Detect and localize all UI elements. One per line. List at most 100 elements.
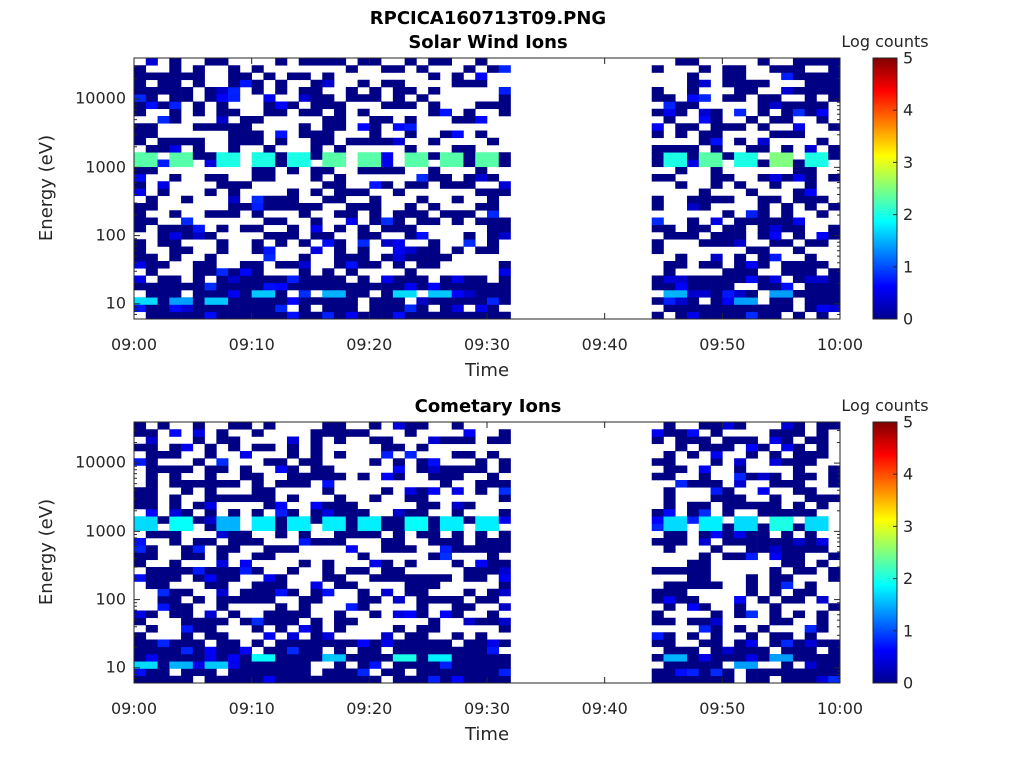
heatmap-cell	[298, 297, 311, 305]
heatmap-cell	[251, 304, 264, 313]
heatmap-cell	[157, 101, 170, 110]
heatmap-cell	[781, 646, 794, 655]
heatmap-cell	[663, 596, 676, 604]
heatmap-cell	[792, 174, 805, 182]
heatmap-cell	[322, 523, 335, 532]
heatmap-cell	[357, 275, 370, 284]
heatmap-cell	[781, 203, 794, 211]
heatmap-cell	[192, 567, 205, 575]
heatmap-cell	[487, 174, 500, 182]
heatmap-cell	[169, 232, 182, 240]
heatmap-cell	[781, 458, 794, 466]
heatmap-cell	[463, 429, 476, 437]
heatmap-cell	[745, 530, 758, 539]
heatmap-cell	[404, 545, 417, 553]
heatmap-cell	[145, 282, 158, 291]
heatmap-cell	[451, 668, 464, 677]
heatmap-cell	[734, 480, 747, 488]
heatmap-cell	[169, 567, 182, 575]
heatmap-cell	[710, 668, 723, 677]
heatmap-cell	[204, 472, 217, 481]
heatmap-cell	[169, 516, 182, 524]
heatmap-cell	[216, 632, 229, 640]
heatmap-cell	[722, 646, 735, 655]
heatmap-cell	[169, 224, 182, 233]
heatmap-cell	[392, 210, 405, 218]
heatmap-cell	[792, 58, 805, 66]
heatmap-cell	[345, 581, 358, 590]
heatmap-cell	[310, 596, 323, 604]
heatmap-cell	[428, 217, 441, 226]
heatmap-cell	[263, 275, 276, 284]
heatmap-cell	[428, 246, 441, 255]
heatmap-cell	[145, 290, 158, 298]
heatmap-cell	[698, 639, 711, 648]
heatmap-cell	[145, 480, 158, 488]
y-tick-label: 1000	[85, 158, 126, 177]
heatmap-cell	[381, 523, 394, 532]
heatmap-cell	[769, 290, 782, 298]
heatmap-cell	[263, 596, 276, 604]
heatmap-cell	[498, 217, 511, 226]
heatmap-cell	[416, 646, 429, 655]
heatmap-cell	[145, 261, 158, 269]
heatmap-cell	[216, 94, 229, 102]
heatmap-cell	[145, 668, 158, 677]
heatmap-cell	[404, 304, 417, 313]
heatmap-cell	[310, 188, 323, 197]
heatmap-cell	[463, 159, 476, 168]
heatmap-cell	[439, 181, 452, 189]
x-tick-label: 09:30	[464, 335, 510, 354]
heatmap-cell	[381, 79, 394, 88]
heatmap-cell	[145, 145, 158, 153]
heatmap-cell	[134, 545, 147, 553]
heatmap-cell	[239, 567, 252, 575]
heatmap-cell	[710, 282, 723, 291]
heatmap-cell	[781, 217, 794, 226]
heatmap-cell	[816, 152, 829, 160]
heatmap-cell	[828, 661, 841, 669]
heatmap-cell	[687, 195, 700, 204]
heatmap-cell	[239, 538, 252, 546]
heatmap-cell	[404, 654, 417, 662]
colorbar-label: Log counts	[841, 32, 928, 51]
colorbar-tick-label: 0	[903, 310, 913, 329]
heatmap-cell	[428, 297, 441, 305]
heatmap-cell	[651, 639, 664, 648]
heatmap-cell	[381, 282, 394, 291]
heatmap-cell	[757, 487, 770, 495]
heatmap-cell	[334, 108, 347, 117]
heatmap-cell	[334, 297, 347, 305]
heatmap-cell	[792, 224, 805, 233]
heatmap-cell	[498, 480, 511, 488]
cometary-ions-panel: Cometary Ions 09:00 09:10 09:20 09:30 09…	[36, 396, 929, 745]
heatmap-cell	[428, 152, 441, 160]
heatmap-cell	[334, 436, 347, 445]
heatmap-cell	[687, 58, 700, 66]
heatmap-cell	[710, 145, 723, 153]
heatmap-cell	[228, 297, 241, 305]
heatmap-cell	[828, 152, 841, 160]
heatmap-cell	[228, 79, 241, 88]
heatmap-cell	[769, 538, 782, 546]
heatmap-cell	[675, 436, 688, 445]
heatmap-cell	[475, 152, 488, 160]
heatmap-cell	[734, 552, 747, 561]
heatmap-cell	[651, 195, 664, 204]
heatmap-cell	[298, 210, 311, 218]
heatmap-cell	[792, 567, 805, 575]
heatmap-cell	[451, 304, 464, 313]
heatmap-cell	[439, 668, 452, 677]
heatmap-cell	[204, 632, 217, 640]
heatmap-cell	[251, 668, 264, 677]
heatmap-cell	[451, 603, 464, 611]
heatmap-cell	[828, 65, 841, 73]
heatmap-cell	[369, 523, 382, 532]
heatmap-cell	[239, 646, 252, 655]
heatmap-cell	[357, 79, 370, 88]
heatmap-cell	[687, 661, 700, 669]
heatmap-cell	[475, 465, 488, 474]
heatmap-cell	[192, 596, 205, 604]
heatmap-cell	[745, 654, 758, 662]
heatmap-cell	[404, 159, 417, 168]
